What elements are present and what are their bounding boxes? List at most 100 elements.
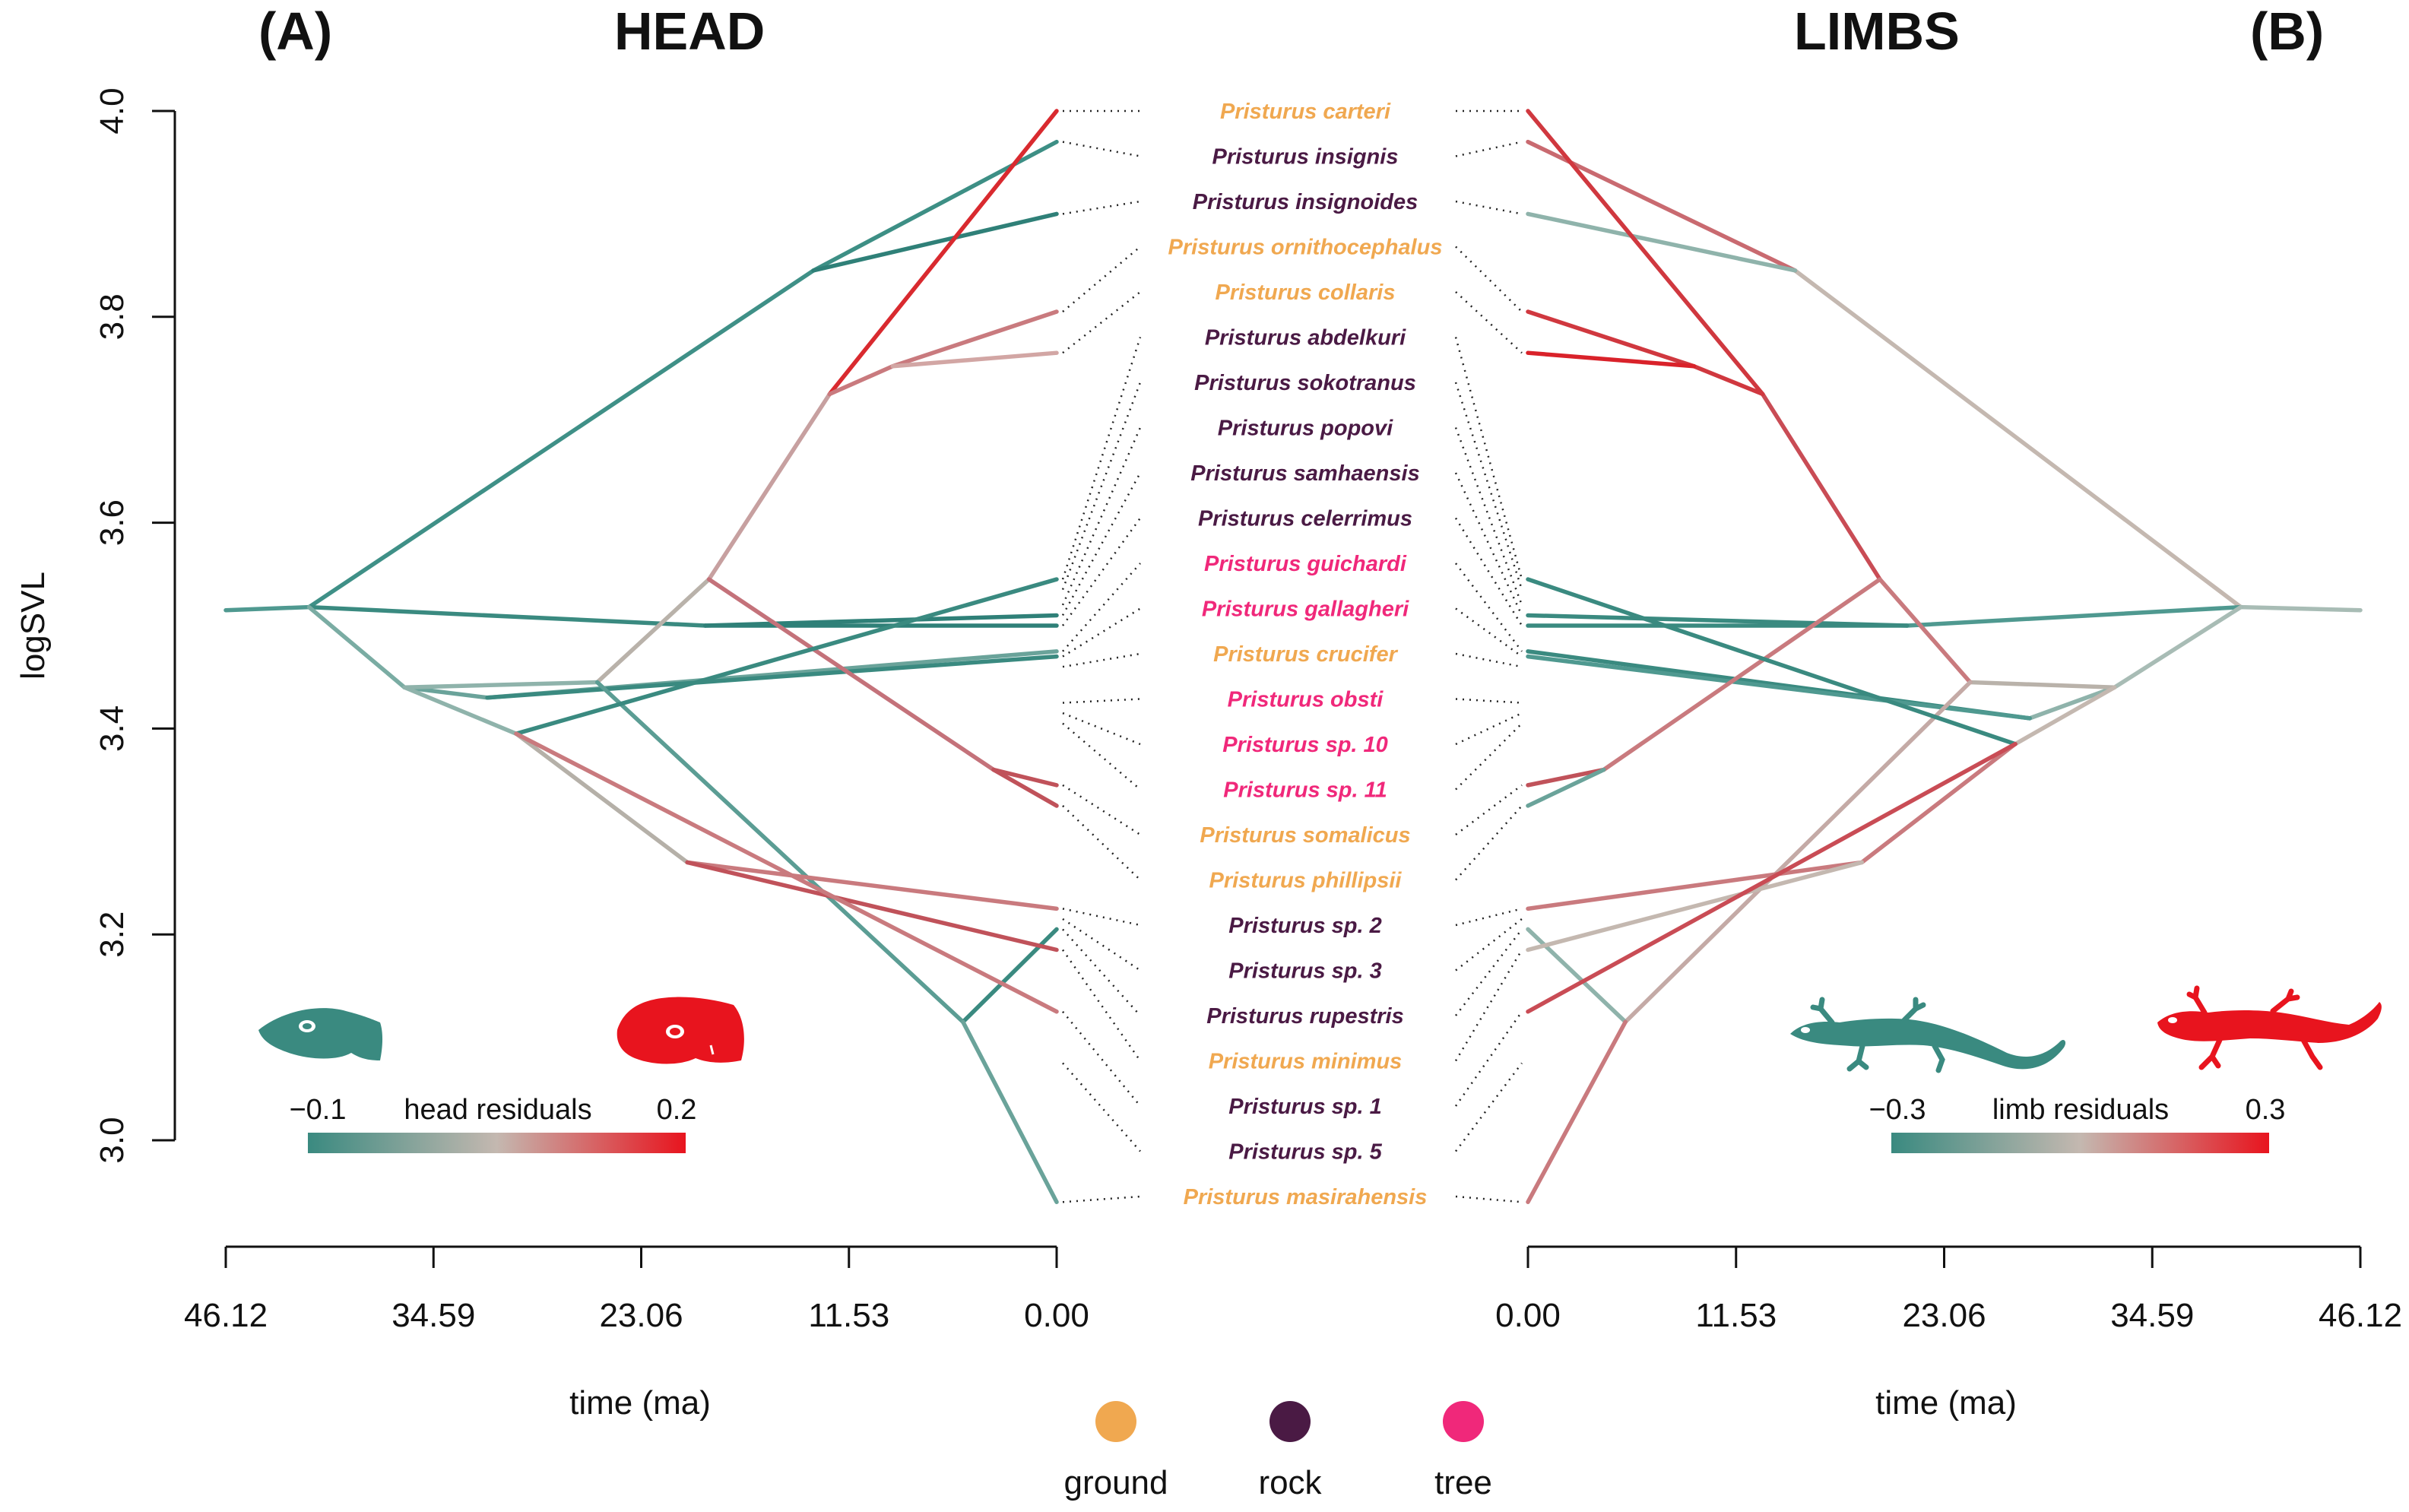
species-label: Pristurus celerrimus (1198, 507, 1412, 531)
connector-left (1062, 805, 1141, 881)
species-label: Pristurus guichardi (1204, 552, 1407, 576)
branch-line (2112, 604, 2243, 689)
connector-left (1061, 472, 1142, 617)
branch-line (594, 577, 712, 685)
species-label: Pristurus popovi (1218, 417, 1393, 441)
branch-line (685, 860, 1059, 953)
branch-line (306, 268, 816, 610)
limb-colorbar-max: 0.3 (2246, 1094, 2286, 1126)
connector-right (1455, 141, 1523, 157)
x-tick-label: 34.59 (391, 1297, 475, 1334)
species-label: Pristurus crucifer (1213, 642, 1398, 667)
limb-colorbar-gradient (1891, 1133, 2269, 1153)
y-tick-label: 3.2 (94, 911, 131, 958)
y-tick-label: 3.0 (94, 1117, 131, 1163)
branch-line (594, 680, 965, 1025)
x-tick-label: 0.00 (1024, 1297, 1089, 1334)
y-tick-label: 3.8 (94, 293, 131, 340)
connector-right (1455, 607, 1523, 658)
legend-rock-dot (1269, 1401, 1311, 1442)
branch-line (1691, 364, 1765, 397)
species-label: Pristurus masirahensis (1184, 1185, 1428, 1209)
species-label: Pristurus minimus (1209, 1050, 1403, 1074)
connector-right (1455, 722, 1523, 791)
connector-right (1454, 517, 1523, 626)
legend-ground-label: ground (1063, 1464, 1168, 1501)
species-labels: Pristurus carteri Pristurus insignis Prist… (1168, 100, 1443, 1209)
connector-left (1062, 784, 1141, 836)
connector-right (1454, 1011, 1523, 1107)
connector-left (1062, 291, 1141, 354)
connector-left (1062, 722, 1141, 791)
connector-right (1455, 712, 1523, 746)
panel-label-a: (A) (258, 2, 332, 61)
x-tick-label: 11.53 (1695, 1297, 1777, 1334)
branch-line (1526, 741, 2018, 1014)
branch-line (703, 613, 1059, 628)
branch-line (991, 767, 1059, 788)
species-label: Pristurus ornithocephalus (1168, 236, 1443, 260)
branch-line (1526, 1019, 1628, 1204)
branch-line (485, 654, 1059, 700)
gecko-head-red-icon (617, 997, 744, 1064)
x-tick-label: 23.06 (1902, 1297, 1986, 1334)
branch-line (1967, 680, 2117, 689)
connector-right (1455, 908, 1523, 927)
connector-right (1455, 805, 1523, 881)
connector-right (1455, 1195, 1523, 1203)
branch-line (514, 577, 1059, 736)
connector-right (1455, 200, 1523, 215)
species-label: Pristurus sp. 3 (1228, 959, 1381, 984)
branch-line (1601, 577, 1882, 772)
species-label: Pristurus collaris (1216, 281, 1396, 305)
head-title: HEAD (614, 2, 765, 61)
connector-right (1455, 291, 1523, 354)
connector-right (1454, 337, 1523, 580)
head-colorbar-max: 0.2 (657, 1094, 697, 1126)
x-tick-label: 0.00 (1495, 1297, 1561, 1334)
connector-left (1062, 607, 1141, 658)
branch-line (685, 860, 1059, 911)
branch-line (1526, 767, 1606, 788)
legend-tree-label: tree (1434, 1464, 1492, 1501)
branch-line (706, 391, 832, 582)
connector-right (1455, 918, 1523, 972)
branch-line (706, 577, 996, 772)
legend-ground-dot (1095, 1401, 1136, 1442)
species-label: Pristurus insignis (1212, 145, 1399, 170)
connector-left (1061, 426, 1142, 606)
species-label: Pristurus phillipsii (1209, 869, 1403, 893)
branch-line (1526, 927, 1628, 1025)
y-tick-label: 4.0 (94, 87, 131, 134)
limb-colorbar-min: −0.3 (1869, 1094, 1926, 1126)
branch-line (811, 139, 1059, 273)
species-label: Pristurus sp. 5 (1228, 1140, 1382, 1165)
x-tick-label: 46.12 (2319, 1297, 2402, 1334)
branch-line (2027, 685, 2117, 721)
species-label: Pristurus rupestris (1206, 1004, 1403, 1029)
gecko-full-red-icon (2157, 985, 2382, 1070)
species-label: Pristurus somalicus (1200, 823, 1410, 848)
head-colorbar-gradient (308, 1133, 686, 1153)
branch-line (1526, 860, 1864, 953)
connector-left (1061, 337, 1142, 580)
connector-right (1454, 949, 1523, 1062)
connector-right (1455, 652, 1523, 668)
branch-line (514, 731, 689, 865)
connector-left (1062, 1010, 1141, 1107)
legend-rock-label: rock (1258, 1464, 1322, 1501)
species-label: Pristurus obsti (1228, 688, 1384, 712)
branch-line (402, 685, 518, 736)
branch-line (1526, 309, 1697, 369)
branch-line (1878, 577, 1973, 685)
x-tick-label: 11.53 (808, 1297, 889, 1334)
branch-line (827, 109, 1059, 397)
connector-right (1455, 698, 1523, 704)
head-colorbar-title: head residuals (404, 1094, 591, 1126)
connector-left (1062, 1195, 1141, 1203)
branch-line (827, 364, 895, 397)
connector-left (1062, 712, 1141, 746)
branch-line (961, 927, 1059, 1025)
species-label: Pristurus sp. 2 (1228, 914, 1381, 938)
